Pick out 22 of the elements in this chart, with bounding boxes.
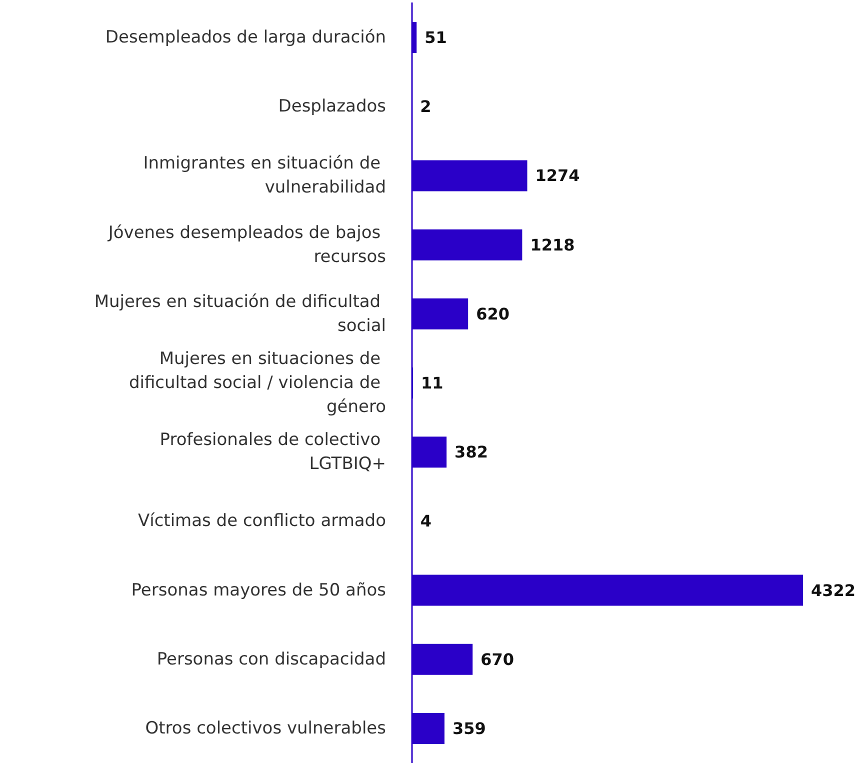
y-tick-label: Desplazados (278, 96, 386, 117)
data-label: 51 (424, 28, 447, 48)
y-tick-label: Otros colectivos vulnerables (145, 718, 386, 738)
data-label: 382 (454, 442, 488, 462)
y-tick-label: Mujeres en situaciones de dificultad social / violencia de género (128, 349, 386, 417)
y-tick-label: Víctimas de conflicto armado (138, 511, 386, 532)
data-label: 4 (420, 512, 432, 531)
y-tick-label: Personas con discapacidad (156, 649, 386, 670)
data-label: 670 (480, 650, 514, 669)
y-tick-label: Inmigrantes en situación de vulnerabilidad (143, 154, 386, 198)
y-tick-label: Personas mayores de 50 años (131, 580, 386, 600)
y-tick-label: Desempleados de larga duración (105, 28, 386, 48)
y-tick-label: Profesionales de colectivo LGTBIQ+ (160, 430, 386, 474)
data-label: 1274 (535, 166, 580, 186)
data-label: 4322 (811, 580, 856, 600)
data-label: 359 (452, 718, 486, 738)
data-label: 620 (476, 304, 510, 324)
y-tick-label: Jóvenes desempleados de bajos recursos (107, 222, 386, 267)
data-label: 11 (420, 374, 444, 392)
data-label: 1218 (530, 235, 575, 254)
data-label: 2 (420, 97, 432, 116)
y-tick-label: Mujeres en situación de dificultad social (94, 292, 386, 336)
